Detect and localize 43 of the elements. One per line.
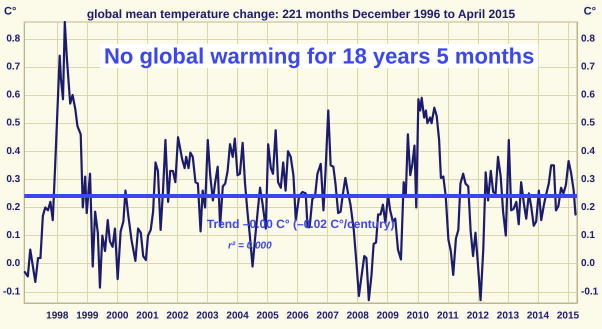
x-tick-label: 2010: [406, 310, 430, 322]
y2-axis-title: C°: [584, 6, 596, 18]
y2-tick-label: 0.4: [581, 146, 596, 157]
x-tick-label: 2003: [196, 310, 220, 322]
y2-tick-label: 0.0: [581, 258, 596, 270]
y-tick-label: 0.1: [6, 230, 21, 242]
line-series: [24, 20, 577, 302]
y-tick-label: 0.7: [6, 61, 21, 72]
x-tick-label: 2008: [346, 310, 370, 322]
x-tick-label: 2005: [256, 310, 280, 322]
x-tick-label: 2014: [526, 310, 550, 322]
y2-tick-label: 0.2: [581, 202, 596, 213]
y2-tick-label: 0.8: [581, 33, 596, 44]
y-axis-title: C°: [4, 6, 16, 18]
x-tick-label: 2007: [316, 310, 340, 322]
x-tick-label: 2012: [466, 310, 490, 322]
y2-tick-label: 0.3: [581, 174, 596, 185]
y2-tick-label: 0.6: [581, 90, 596, 101]
y2-tick-label: 0.7: [581, 61, 596, 72]
y-tick-label: 0.6: [6, 90, 21, 101]
y-tick-label: 0.2: [6, 202, 21, 213]
x-tick-label: 2006: [286, 310, 310, 322]
text: No global warming for 18 years 5 months: [104, 44, 534, 68]
x-tick-label: 2013: [496, 310, 520, 322]
x-tick-label: 2001: [136, 310, 159, 322]
y2-tick-label: 0.1: [581, 230, 596, 242]
y-tick-label: 0.4: [6, 146, 21, 157]
x-tick-label: 2000: [106, 310, 129, 322]
x-tick-label: 1998: [46, 310, 69, 322]
x-tick-label: 2011: [436, 310, 460, 322]
y-tick-label: 0.5: [6, 118, 21, 129]
chart-title: global mean temperature change: 221 months December 1996 to April 2015: [86, 7, 516, 21]
y2-tick-label: -0.1: [581, 286, 599, 298]
x-tick-label: 2004: [226, 310, 250, 322]
y-tick-label: 0.0: [6, 258, 21, 270]
x-tick-label: 1999: [76, 310, 99, 322]
y-tick-label: 0.3: [6, 174, 21, 185]
x-tick-label: 2015: [556, 310, 580, 322]
y2-tick-label: 0.5: [581, 118, 596, 129]
x-tick-label: 2009: [376, 310, 400, 322]
y-tick-label: 0.8: [6, 33, 21, 44]
y-tick-label: -0.1: [2, 286, 21, 298]
x-tick-label: 2002: [166, 310, 190, 322]
